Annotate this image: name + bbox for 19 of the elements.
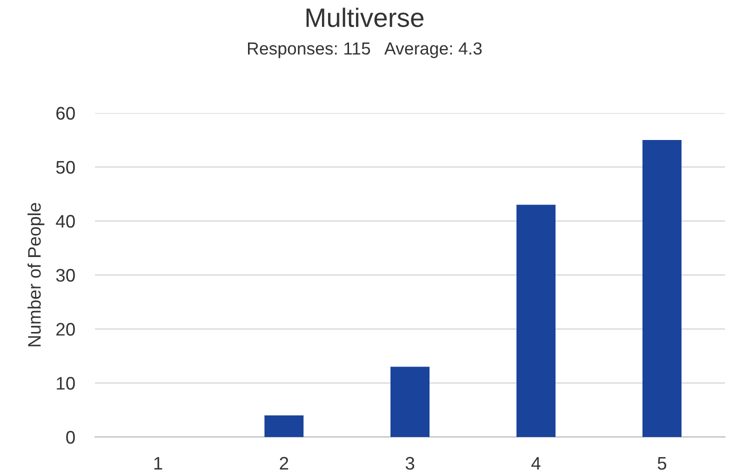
x-tick-label: 1 — [154, 457, 162, 470]
y-tick-label: 40 — [56, 214, 75, 228]
bar — [516, 204, 556, 437]
y-tick-label: 60 — [56, 106, 75, 120]
y-tick-label: 10 — [56, 376, 75, 390]
y-axis-title: Number of People — [28, 203, 44, 346]
bar — [390, 366, 430, 437]
x-tick-label: 2 — [280, 456, 288, 470]
chart-subtitle: Responses: 115 Average: 4.3 — [248, 42, 482, 58]
y-tick-label: 50 — [56, 160, 75, 174]
x-tick-label: 4 — [531, 457, 540, 470]
x-tick-label: 3 — [406, 456, 414, 470]
y-tick-label: 20 — [56, 322, 75, 336]
y-tick-label: 30 — [56, 268, 75, 282]
y-tick-label: 0 — [66, 430, 75, 444]
x-tick-label: 5 — [658, 457, 666, 470]
bar — [642, 140, 682, 437]
chart-title: Multiverse — [306, 8, 424, 28]
bar — [264, 415, 304, 437]
